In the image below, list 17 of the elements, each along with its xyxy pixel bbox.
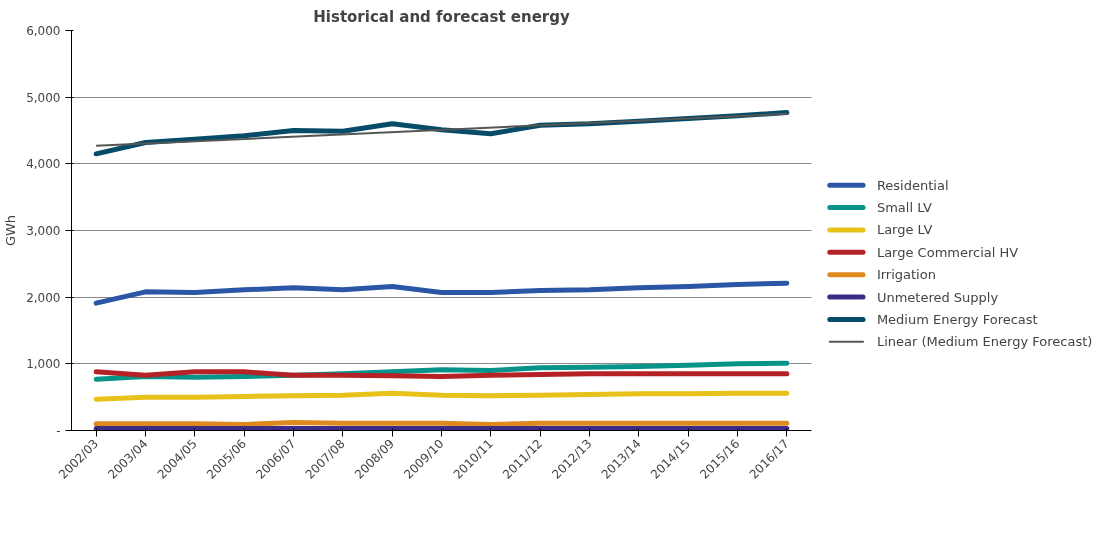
chart-title: Historical and forecast energy — [313, 7, 570, 26]
y-tick-label: 3,000 — [26, 224, 61, 238]
legend-label: Unmetered Supply — [876, 289, 999, 305]
legend-label: Small LV — [876, 200, 932, 216]
y-tick-label: 1,000 — [26, 357, 61, 372]
legend-label: Medium Energy Forecast — [876, 311, 1038, 327]
y-tick-label: 5,000 — [26, 90, 61, 105]
y-tick-label: 6,000 — [26, 24, 61, 38]
legend-label: Large Commercial HV — [876, 244, 1019, 260]
y-tick-label: - — [56, 424, 61, 438]
y-axis-title: GWh — [3, 214, 19, 247]
legend-label: Residential — [876, 177, 949, 193]
legend-label: Irrigation — [876, 267, 936, 283]
y-tick-label: 2,000 — [26, 290, 61, 305]
legend-label: Linear (Medium Energy Forecast) — [876, 334, 1093, 350]
legend-label: Large LV — [876, 222, 933, 238]
y-tick-label: 4,000 — [26, 157, 61, 172]
